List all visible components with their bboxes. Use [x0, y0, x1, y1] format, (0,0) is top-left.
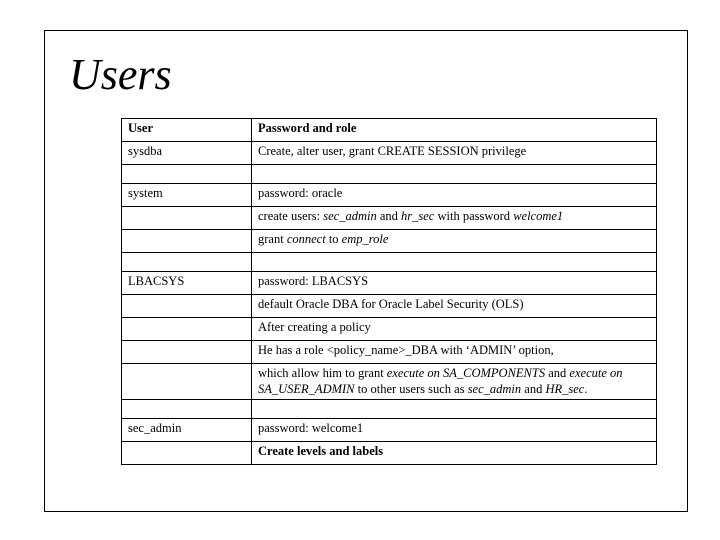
empty-cell — [122, 207, 252, 230]
txt-ital: sec_admin — [468, 382, 521, 396]
header-user: User — [122, 119, 252, 142]
txt: which allow him to grant — [258, 366, 387, 380]
spacer-cell — [122, 400, 252, 419]
txt: with password — [434, 209, 513, 223]
cell-lbacsys-3: After creating a policy — [252, 318, 657, 341]
cell-system-3: grant connect to emp_role — [252, 230, 657, 253]
txt: to other users such as — [355, 382, 468, 396]
users-table: User Password and role sysdba Create, al… — [121, 118, 657, 465]
row-secadmin-1: sec_admin password: welcome1 — [122, 419, 657, 442]
spacer-row — [122, 400, 657, 419]
cell-system-2: create users: sec_admin and hr_sec with … — [252, 207, 657, 230]
row-secadmin-2: Create levels and labels — [122, 442, 657, 465]
empty-cell — [122, 442, 252, 465]
cell-user-system: system — [122, 184, 252, 207]
txt-ital: sec_admin — [323, 209, 376, 223]
cell-user-lbacsys: LBACSYS — [122, 272, 252, 295]
cell-secadmin-2: Create levels and labels — [252, 442, 657, 465]
cell-lbacsys-4: He has a role <policy_name>_DBA with ‘AD… — [252, 341, 657, 364]
cell-lbacsys-2: default Oracle DBA for Oracle Label Secu… — [252, 295, 657, 318]
header-pwrole: Password and role — [252, 119, 657, 142]
spacer-cell — [122, 165, 252, 184]
txt: create users: — [258, 209, 323, 223]
row-lbacsys-4: He has a role <policy_name>_DBA with ‘AD… — [122, 341, 657, 364]
row-lbacsys-2: default Oracle DBA for Oracle Label Secu… — [122, 295, 657, 318]
page-title: Users — [69, 49, 667, 100]
row-system-2: create users: sec_admin and hr_sec with … — [122, 207, 657, 230]
slide: Users User Password and role sysdba Crea… — [0, 0, 720, 540]
spacer-cell — [252, 400, 657, 419]
spacer-cell — [122, 253, 252, 272]
txt-ital: HR_sec — [545, 382, 584, 396]
cell-secadmin-1: password: welcome1 — [252, 419, 657, 442]
empty-cell — [122, 341, 252, 364]
slide-frame: Users User Password and role sysdba Crea… — [44, 30, 688, 512]
txt: and — [521, 382, 545, 396]
empty-cell — [122, 230, 252, 253]
spacer-row — [122, 165, 657, 184]
spacer-row — [122, 253, 657, 272]
cell-lbacsys-1: password: LBACSYS — [252, 272, 657, 295]
empty-cell — [122, 318, 252, 341]
cell-user-sysdba: sysdba — [122, 142, 252, 165]
row-lbacsys-3: After creating a policy — [122, 318, 657, 341]
txt-ital: execute on SA_COMPONENTS — [387, 366, 545, 380]
table-header-row: User Password and role — [122, 119, 657, 142]
txt-ital: hr_sec — [401, 209, 434, 223]
txt: and — [377, 209, 401, 223]
spacer-cell — [252, 165, 657, 184]
row-lbacsys-5: which allow him to grant execute on SA_C… — [122, 364, 657, 400]
empty-cell — [122, 295, 252, 318]
cell-sysdba-1: Create, alter user, grant CREATE SESSION… — [252, 142, 657, 165]
row-system-1: system password: oracle — [122, 184, 657, 207]
empty-cell — [122, 364, 252, 400]
table-wrap: User Password and role sysdba Create, al… — [121, 118, 657, 465]
cell-lbacsys-5: which allow him to grant execute on SA_C… — [252, 364, 657, 400]
row-sysdba: sysdba Create, alter user, grant CREATE … — [122, 142, 657, 165]
cell-user-secadmin: sec_admin — [122, 419, 252, 442]
txt-ital: emp_role — [342, 232, 389, 246]
spacer-cell — [252, 253, 657, 272]
txt: to — [326, 232, 342, 246]
txt: . — [584, 382, 587, 396]
txt: and — [545, 366, 569, 380]
cell-system-1: password: oracle — [252, 184, 657, 207]
row-system-3: grant connect to emp_role — [122, 230, 657, 253]
txt: grant — [258, 232, 287, 246]
txt-ital: connect — [287, 232, 326, 246]
row-lbacsys-1: LBACSYS password: LBACSYS — [122, 272, 657, 295]
txt-ital: welcome1 — [513, 209, 563, 223]
